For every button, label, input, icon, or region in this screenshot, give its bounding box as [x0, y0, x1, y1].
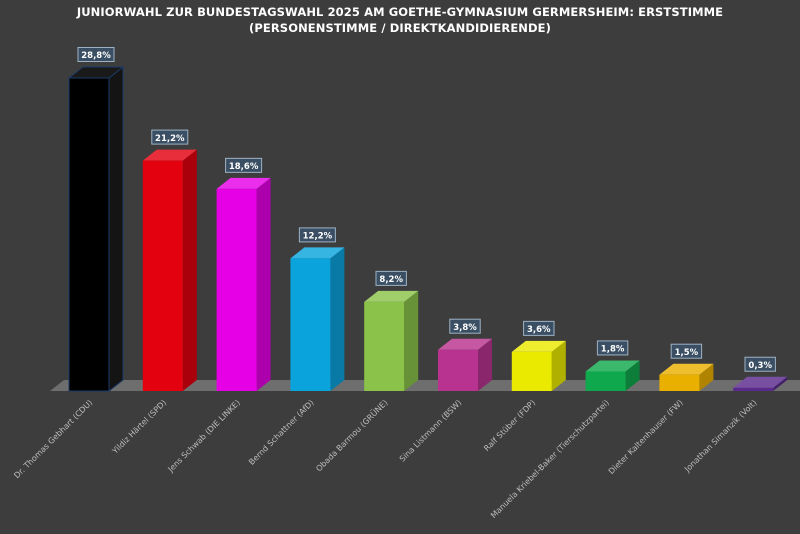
bar-1	[67, 65, 125, 393]
bar-top	[659, 363, 714, 375]
bar-8	[585, 360, 640, 391]
bar-3	[216, 177, 271, 391]
bar-5	[364, 290, 419, 391]
bar-side	[182, 149, 197, 391]
bar-front	[216, 188, 257, 391]
data-label-text: 1,5%	[675, 348, 699, 358]
bar-front	[438, 349, 478, 391]
chart-subtitle: (PERSONENSTIMME / DIREKTKANDIDIERENDE)	[249, 21, 551, 35]
data-label-text: 1,8%	[601, 345, 625, 355]
bar-front	[68, 77, 110, 392]
bar-side	[551, 340, 566, 391]
chart-title: JUNIORWAHL ZUR BUNDESTAGSWAHL 2025 AM GO…	[76, 5, 724, 19]
category-label-1: Dr. Thomas Gebhart (CDU)	[12, 398, 94, 480]
category-label-7: Ralf Stüber (FDP)	[482, 398, 537, 453]
bar-top	[733, 376, 788, 388]
bar-front	[733, 387, 774, 391]
data-label-box	[596, 340, 629, 356]
bar-front	[290, 258, 331, 391]
category-label-9: Dieter Kaltenhauser (FW)	[607, 398, 685, 476]
bar-10	[733, 376, 788, 391]
bar-front	[659, 374, 700, 391]
data-label-text: 28,8%	[81, 51, 111, 61]
data-label-text: 3,8%	[453, 323, 477, 333]
category-label-2: Yildiz Härtel (SPD)	[110, 398, 168, 456]
data-label-box	[449, 318, 481, 334]
data-label-box	[151, 129, 189, 145]
bar-side	[699, 363, 714, 391]
bar-front	[364, 301, 405, 391]
bar-top	[364, 290, 419, 302]
data-label-text: 8,2%	[379, 275, 403, 285]
bar-top	[290, 247, 345, 259]
bar-side	[256, 177, 271, 391]
data-label-6: 3,8%	[449, 318, 481, 334]
data-label-9: 1,5%	[670, 343, 703, 359]
bar-top	[438, 338, 492, 350]
data-label-text: 12,2%	[303, 232, 333, 242]
category-label-8: Manuela Kriebel-Baker (Tierschutzpartei)	[489, 398, 611, 520]
data-label-8: 1,8%	[596, 340, 629, 356]
bar-9	[659, 363, 714, 391]
data-label-text: 0,3%	[748, 361, 772, 371]
data-label-5: 8,2%	[375, 270, 407, 286]
bar-top	[142, 149, 197, 161]
bar-side	[625, 360, 640, 391]
category-label-6: Sina Listmann (BSW)	[398, 398, 464, 464]
data-label-text: 21,2%	[155, 134, 185, 144]
data-label-text: 3,6%	[527, 325, 551, 335]
category-label-5: Obada Barmou (GRÜNE)	[314, 397, 390, 473]
bar-top	[585, 360, 640, 372]
data-label-box	[77, 47, 115, 62]
data-label-2: 21,2%	[151, 129, 189, 145]
data-label-box	[298, 227, 336, 243]
category-label-3: Jens Schwab (DIE LINKE)	[166, 398, 242, 474]
data-label-box	[225, 157, 263, 173]
data-label-text: 18,6%	[229, 162, 259, 172]
bar-side	[404, 290, 419, 391]
bar-top	[511, 340, 566, 352]
bar-side	[330, 247, 345, 391]
bar-front	[585, 371, 626, 391]
bar-side	[108, 65, 124, 393]
data-label-4: 12,2%	[298, 227, 336, 243]
data-label-box	[375, 270, 407, 286]
bar-front	[142, 160, 183, 391]
data-label-3: 18,6%	[225, 157, 263, 173]
bar-side	[773, 376, 788, 391]
bar-2	[142, 149, 197, 391]
bar-4	[290, 247, 345, 391]
data-label-10: 0,3%	[744, 356, 776, 372]
bar-6	[438, 338, 492, 391]
bar-front	[511, 351, 552, 391]
bar-7	[511, 340, 566, 391]
data-label-box	[744, 356, 776, 372]
data-label-1: 28,8%	[77, 47, 115, 62]
data-label-box	[523, 320, 555, 336]
category-label-10: Jonathan Simanzik (Volt)	[682, 398, 758, 474]
category-label-4: Bernd Schattner (AfD)	[247, 398, 316, 467]
bar-side	[478, 338, 492, 391]
bar-top	[216, 177, 271, 189]
data-label-7: 3,6%	[523, 320, 555, 336]
data-label-box	[670, 343, 703, 359]
